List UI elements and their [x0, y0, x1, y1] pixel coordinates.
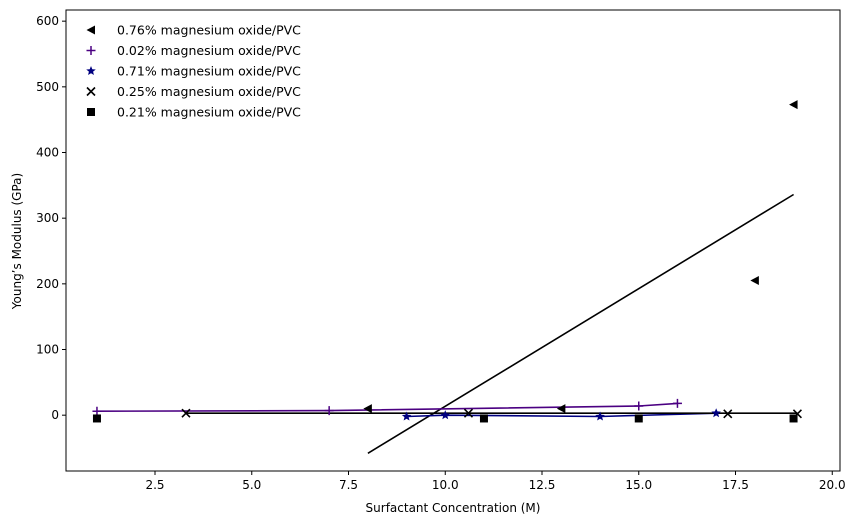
legend-marker-0-25-magnesium-oxide-pvc [86, 86, 96, 97]
legend-label: 0.25% magnesium oxide/PVC [117, 84, 301, 99]
x-tick-label: 15.0 [625, 478, 652, 492]
y-tick-label: 200 [36, 277, 59, 291]
plot-frame [65, 9, 841, 472]
legend-label: 0.02% magnesium oxide/PVC [117, 43, 301, 58]
y-tick-label: 100 [36, 343, 59, 357]
data-point-0-76-magnesium-oxide-pvc-1 [363, 404, 372, 414]
data-point-0-76-magnesium-oxide-pvc-4 [789, 100, 798, 110]
data-markers [92, 100, 802, 423]
data-point-0-71-magnesium-oxide-pvc-3 [595, 411, 605, 421]
legend-label: 0.21% magnesium oxide/PVC [117, 105, 301, 120]
fit-line-0-76-magnesium-oxide-pvc [367, 193, 795, 454]
x-axis-title: Surfactant Concentration (M) [366, 501, 541, 515]
y-tick-label: 300 [36, 211, 59, 225]
data-point-0-02-magnesium-oxide-pvc-1 [92, 406, 102, 416]
y-axis-title: Young’s Modulus (GPa) [10, 173, 24, 310]
legend: 0.76% magnesium oxide/PVC 0.02% magnesium… [86, 23, 301, 120]
y-tick-label: 500 [36, 80, 59, 94]
legend-marker-0-02-magnesium-oxide-pvc [86, 46, 96, 55]
x-tick-label: 7.5 [339, 478, 358, 492]
x-tick-label: 12.5 [529, 478, 556, 492]
x-tick-label: 20.0 [819, 478, 846, 492]
data-point-0-25-magnesium-oxide-pvc-3 [723, 409, 733, 419]
fit-line-0-71-magnesium-oxide-pvc [406, 412, 717, 418]
data-point-0-76-magnesium-oxide-pvc-2 [556, 404, 566, 414]
y-tick-label: 0 [51, 408, 59, 422]
data-point-0-25-magnesium-oxide-pvc-2 [463, 408, 474, 418]
data-point-0-21-magnesium-oxide-pvc-2 [479, 414, 488, 423]
data-point-0-02-magnesium-oxide-pvc-3 [634, 401, 644, 411]
x-axis: 2.5 5.0 7.5 10.0 12.5 15.0 17.5 20.0 [145, 471, 846, 492]
y-tick-label: 400 [36, 146, 59, 160]
legend-marker-0-71-magnesium-oxide-pvc [86, 66, 96, 76]
data-point-0-71-magnesium-oxide-pvc-4 [711, 408, 721, 418]
x-tick-label: 2.5 [145, 478, 164, 492]
data-point-0-71-magnesium-oxide-pvc-1 [401, 411, 412, 421]
data-point-0-71-magnesium-oxide-pvc-2 [440, 410, 451, 420]
x-tick-label: 10.0 [432, 478, 459, 492]
data-point-0-02-magnesium-oxide-pvc-2 [324, 406, 334, 416]
x-tick-label: 5.0 [242, 478, 261, 492]
legend-marker-0-76-magnesium-oxide-pvc [86, 25, 95, 35]
fit-lines [96, 193, 798, 454]
data-point-0-21-magnesium-oxide-pvc-4 [789, 414, 798, 423]
data-point-0-25-magnesium-oxide-pvc-1 [181, 408, 191, 418]
legend-label: 0.71% magnesium oxide/PVC [117, 64, 301, 79]
legend-label: 0.76% magnesium oxide/PVC [117, 23, 301, 38]
y-tick-label: 600 [36, 14, 59, 28]
data-point-0-76-magnesium-oxide-pvc-3 [750, 276, 759, 286]
legend-marker-0-21-magnesium-oxide-pvc [87, 108, 95, 116]
data-point-0-21-magnesium-oxide-pvc-3 [634, 414, 643, 423]
y-axis: 0 100 200 300 400 500 600 [36, 14, 66, 422]
data-point-0-02-magnesium-oxide-pvc-4 [672, 398, 682, 408]
x-tick-label: 17.5 [722, 478, 749, 492]
data-point-0-21-magnesium-oxide-pvc-1 [92, 414, 101, 423]
fit-line-0-02-magnesium-oxide-pvc [96, 402, 678, 412]
